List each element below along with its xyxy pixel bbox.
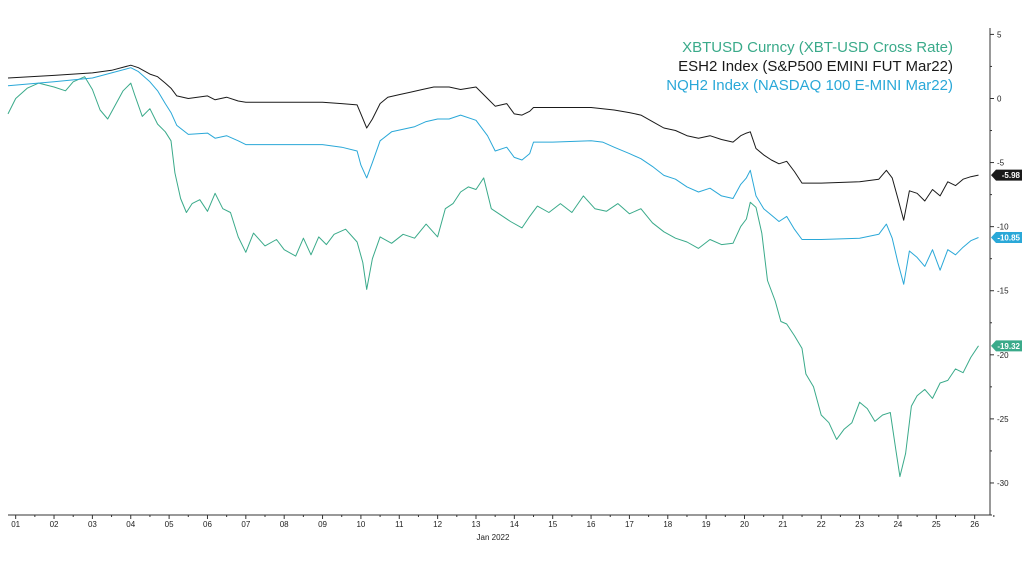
last-value-tag-label: -19.32 [997,342,1020,351]
last-value-tag-shape [991,340,1022,352]
series-line-nqh2 [7,67,979,285]
x-tick-label: 22 [817,520,826,529]
y-tick-label: 0 [997,94,1002,103]
legend-entry-nqh2: NQH2 Index (NASDAQ 100 E-MINI Mar22) [666,77,953,94]
legend-entry-xbtusd: XBTUSD Curncy (XBT-USD Cross Rate) [682,39,953,56]
x-tick-label: 11 [395,520,404,529]
series-line-xbtusd [7,76,979,478]
last-value-tag-label: -10.85 [997,234,1020,243]
x-tick-label: 16 [587,520,596,529]
x-tick-label: 04 [126,520,135,529]
x-tick-label: 20 [740,520,749,529]
x-tick-label: 26 [970,520,979,529]
x-tick-label: 17 [625,520,634,529]
x-tick-label: 23 [855,520,864,529]
x-tick-label: 09 [318,520,327,529]
x-tick-label: 19 [702,520,711,529]
y-tick-label: -30 [997,479,1009,488]
y-tick-label: -15 [997,287,1009,296]
x-tick-label: 01 [11,520,20,529]
x-tick-label: 05 [165,520,174,529]
legend-entry-esh2: ESH2 Index (S&P500 EMINI FUT Mar22) [678,58,953,75]
x-tick-label: 25 [932,520,941,529]
x-tick-label: 13 [472,520,481,529]
last-value-tag-esh2: -5.98 [991,169,1022,181]
axes-layer: 01 02 03 04 05 06 07 08 09 10 11 12 13 14 15 16 17 18 19 20… [8,28,1009,529]
y-tick-label: -10 [997,223,1009,232]
x-axis-label: Jan 2022 [477,533,510,542]
y-tick-label: -25 [997,415,1009,424]
last-value-tag-label: -5.98 [1002,171,1021,180]
x-tick-label: 07 [241,520,250,529]
x-tick-label: 10 [356,520,365,529]
last-value-tag-nqh2: -10.85 [991,232,1022,244]
x-tick-label: 21 [778,520,787,529]
series-layer [7,64,979,478]
x-tick-label: 06 [203,520,212,529]
x-tick-label: 18 [663,520,672,529]
y-tick-label: -20 [997,351,1009,360]
x-tick-label: 15 [548,520,557,529]
x-tick-label: 24 [893,520,902,529]
y-tick-label: -5 [997,159,1005,168]
last-value-tag-shape [991,169,1022,181]
legend: XBTUSD Curncy (XBT-USD Cross Rate) ESH2 … [666,39,953,94]
x-tick-label: 03 [88,520,97,529]
x-tick-label: 08 [280,520,289,529]
last-value-tag-shape [991,232,1022,244]
series-line-esh2 [7,64,979,221]
y-tick-label: 5 [997,30,1002,39]
x-tick-label: 02 [50,520,59,529]
x-tick-label: 14 [510,520,519,529]
x-tick-label: 12 [433,520,442,529]
last-value-tags: -19.32 -5.98 -10.85 [991,169,1022,352]
last-value-tag-xbtusd: -19.32 [991,340,1022,352]
